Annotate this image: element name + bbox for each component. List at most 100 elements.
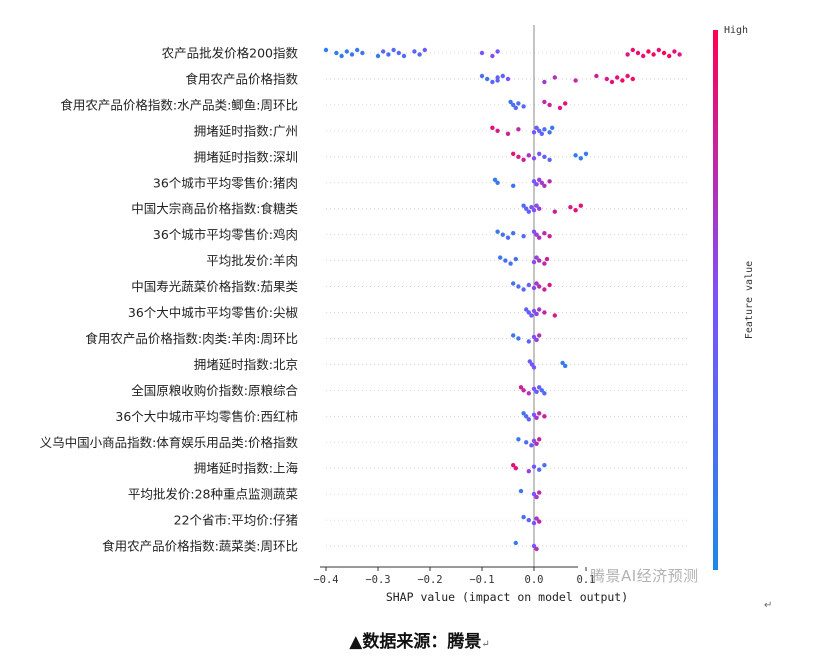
shap-point [537,284,542,289]
shap-point [651,52,656,57]
feature-label: 食用农产品价格指数:肉类:羊肉:周环比 [85,331,298,346]
shap-point [542,231,547,236]
feature-label: 平均批发价:羊肉 [206,253,298,268]
feature-label: 拥堵延时指数:上海 [194,461,299,476]
shap-point [516,284,521,289]
shap-point [531,464,537,469]
x-tick-label: −0.3 [365,574,390,586]
shap-point [531,229,537,234]
shap-point [531,308,537,314]
feature-label: 中国寿光蔬菜价格指数:茄果类 [131,279,298,294]
x-tick-label: −0.2 [417,574,442,586]
shap-point [635,50,641,56]
shap-point [334,50,339,56]
shap-point [534,337,539,343]
feature-label: 中国大宗商品价格指数:食糖类 [131,201,298,216]
shap-point [417,52,422,57]
shap-point [521,388,526,393]
shap-point [578,203,583,208]
shap-point [542,414,547,419]
colorbar: High Feature value [713,25,755,570]
shap-point [508,99,513,105]
shap-point [552,313,557,318]
shap-point [521,514,526,520]
colorbar-title: Feature value [744,261,755,339]
shap-point [542,154,547,159]
shap-point [563,101,568,106]
shap-point [526,339,531,344]
shap-point [641,53,646,59]
shap-point [526,469,531,474]
shap-point [537,235,542,240]
shap-point [495,49,500,54]
shap-point [667,53,672,59]
shap-point [534,125,539,130]
shap-point [537,519,542,524]
shap-point [646,49,651,54]
shap-point [375,53,381,59]
shap-point [521,234,526,239]
shap-point [625,52,630,57]
shap-point [552,209,557,214]
shap-point [381,49,386,54]
shap-point [537,437,542,442]
shap-point [539,131,544,136]
shap-point [594,73,599,79]
shap-point [531,259,537,265]
shap-point [531,156,537,161]
shap-point [531,208,537,213]
shap-point [485,76,490,82]
shap-point [521,203,526,208]
shap-point [542,127,547,132]
shap-point [511,183,516,188]
shap-point [537,333,542,338]
shap-point [547,282,552,288]
shap-point [537,177,542,182]
shap-point [511,281,516,286]
shap-point [521,411,526,416]
shap-point [516,437,521,442]
shap-point [511,463,516,468]
feature-label: 36个大中城市平均零售价:西红柿 [115,409,298,424]
shap-point [339,53,344,59]
shap-point [547,234,552,239]
shap-point [526,517,531,523]
shap-point [529,313,534,318]
feature-label: 36个大中城市平均零售价:尖椒 [128,305,299,320]
feature-label: 食用农产品价格指数:水产品类:鲫鱼:周环比 [60,97,298,112]
shap-point [516,101,521,106]
shap-point [323,47,329,53]
shap-point [524,414,529,419]
shap-point [531,179,537,184]
shap-point [537,467,542,472]
shap-point [534,311,539,317]
shap-point [542,79,547,85]
colorbar-high-label: High [724,25,748,36]
caption-paragraph-mark: ↵ [481,639,490,650]
shap-point [500,232,505,237]
shap-point [547,179,552,184]
shap-point [531,285,537,291]
shap-point [422,47,427,53]
shap-point [344,49,349,54]
shap-point [560,360,565,366]
feature-rows: 农产品批发价格200指数食用农产品价格指数食用农产品价格指数:水产品类:鲫鱼:周… [40,46,690,554]
shap-point [568,205,573,210]
x-tick-label: 0.1 [577,574,596,586]
shap-point [537,206,542,211]
shap-point [498,255,503,260]
shap-point [503,258,508,263]
shap-point [355,47,360,53]
feature-label: 全国原粮收购价指数:原粮综合 [131,383,298,398]
feature-label: 拥堵延时指数:北京 [194,357,298,372]
shap-point [573,78,578,83]
shap-point [526,209,531,214]
shap-point [495,229,500,234]
caption-text: ▲数据来源：腾景 [349,632,482,652]
shap-point [534,546,539,552]
shap-point [656,47,661,53]
shap-point [630,47,635,53]
shap-point [537,151,542,156]
shap-point [534,494,539,500]
shap-point [537,258,542,263]
